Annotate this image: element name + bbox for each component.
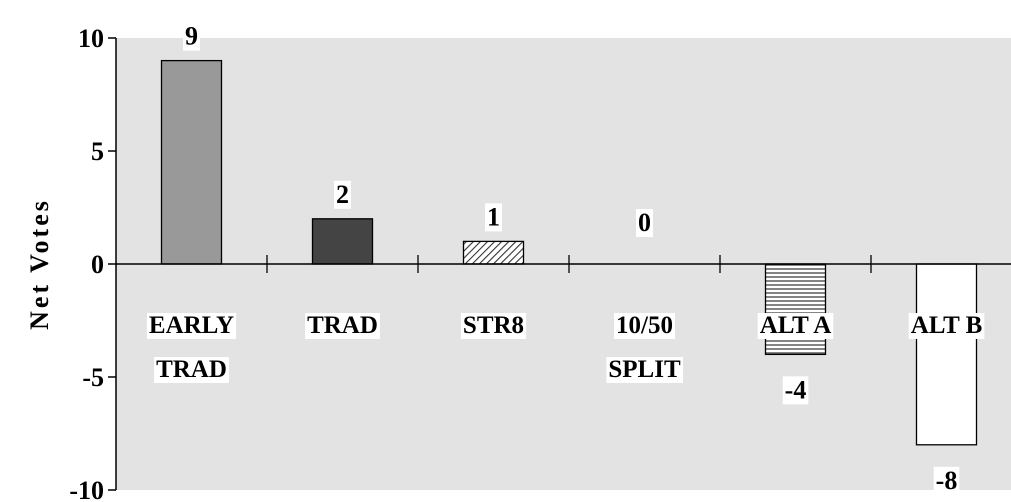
category-label-group: TRAD [154, 356, 229, 383]
bar [160, 59, 223, 265]
value-label-group: 9 [183, 22, 200, 51]
category-label-group: TRAD [305, 312, 380, 339]
value-label: 0 [638, 208, 651, 237]
value-label-group: 0 [636, 208, 653, 237]
y-tick-label: -5 [82, 363, 104, 392]
value-label: -4 [785, 375, 807, 404]
bar [311, 218, 374, 265]
bar [764, 263, 827, 356]
category-label-box [908, 313, 985, 339]
bar [915, 263, 978, 446]
value-label-group: -8 [933, 466, 960, 495]
category-label: ALT B [911, 312, 983, 339]
value-label-box [782, 376, 809, 405]
value-label: -8 [936, 466, 958, 495]
category-label-box [757, 313, 834, 339]
category-label: TRAD [156, 356, 227, 383]
category-label: STR8 [463, 312, 524, 339]
value-label-group: 1 [485, 202, 502, 232]
category-label-group: ALT A [757, 312, 834, 339]
category-label-box [305, 313, 380, 339]
category-label: EARLY [149, 312, 234, 339]
value-label-box [183, 22, 200, 51]
value-label-box [334, 180, 351, 209]
value-label-group: -4 [782, 375, 809, 405]
category-label: SPLIT [608, 356, 681, 383]
category-label-group: SPLIT [606, 356, 683, 383]
category-label-box [146, 313, 237, 339]
y-axis-label: Net Votes [25, 198, 54, 330]
category-label-group: STR8 [460, 312, 527, 339]
y-tick-label: 0 [91, 250, 104, 279]
category-label-group: EARLY [146, 312, 237, 339]
category-label: 10/50 [616, 312, 673, 339]
y-tick-label: -10 [69, 476, 104, 502]
value-label: 1 [487, 202, 500, 231]
category-label-group: ALT B [908, 312, 985, 339]
category-label: TRAD [307, 312, 378, 339]
y-tick-label: 10 [78, 24, 104, 53]
value-label: 9 [185, 22, 198, 51]
category-label-box [154, 357, 229, 383]
value-label: 2 [336, 180, 349, 209]
value-label-box [933, 466, 960, 495]
y-tick-label: 5 [91, 137, 104, 166]
bar [462, 240, 525, 265]
category-label-box [460, 313, 527, 339]
category-label-group: 10/50 [614, 312, 675, 339]
value-label-group: 2 [334, 180, 351, 209]
category-label-box [606, 357, 683, 383]
value-label-box [485, 203, 502, 232]
category-label: ALT A [760, 312, 832, 339]
value-label-box [636, 209, 653, 237]
category-label-box [614, 313, 675, 339]
